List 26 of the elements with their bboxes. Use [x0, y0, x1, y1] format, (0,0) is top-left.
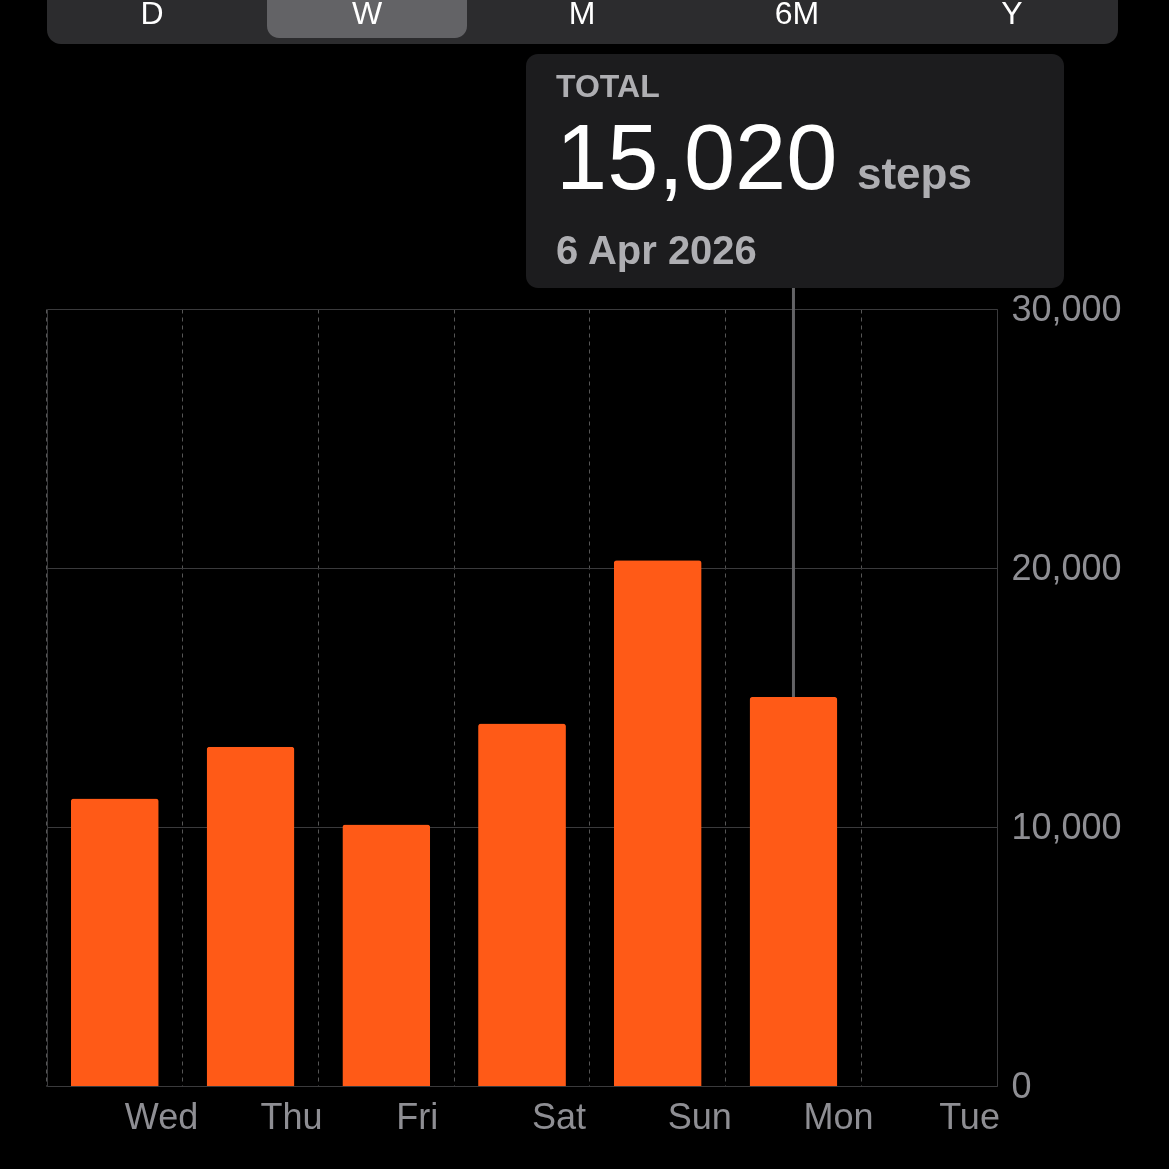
- x-tick-label: Wed: [124, 1095, 199, 1137]
- text: M: [568, 0, 596, 31]
- bar: [613, 560, 702, 1086]
- x-tick-label: Sun: [667, 1095, 732, 1137]
- y-tick-label: 10,000: [1011, 805, 1122, 847]
- x-tick-label: Tue: [939, 1095, 1000, 1137]
- x-tick-label: Thu: [260, 1095, 323, 1137]
- bar: [206, 746, 295, 1086]
- x-tick-label: Sat: [532, 1095, 587, 1137]
- text: 15,020: [556, 106, 838, 208]
- text: W: [351, 0, 383, 31]
- bar: [70, 798, 159, 1086]
- text: 6M: [774, 0, 820, 31]
- bar: [478, 723, 566, 1086]
- text: D: [140, 0, 164, 31]
- y-tick-label: 30,000: [1011, 287, 1122, 329]
- bar: [749, 696, 838, 1086]
- y-tick-label: 0: [1011, 1064, 1032, 1106]
- text: TOTAL: [556, 68, 660, 104]
- bar: [342, 824, 431, 1086]
- text: steps: [857, 149, 972, 198]
- text: Y: [1001, 0, 1023, 31]
- y-tick-label: 20,000: [1011, 546, 1122, 588]
- x-tick-label: Fri: [396, 1095, 439, 1137]
- text: 6 Apr 2026: [556, 228, 757, 272]
- x-tick-label: Mon: [803, 1095, 874, 1137]
